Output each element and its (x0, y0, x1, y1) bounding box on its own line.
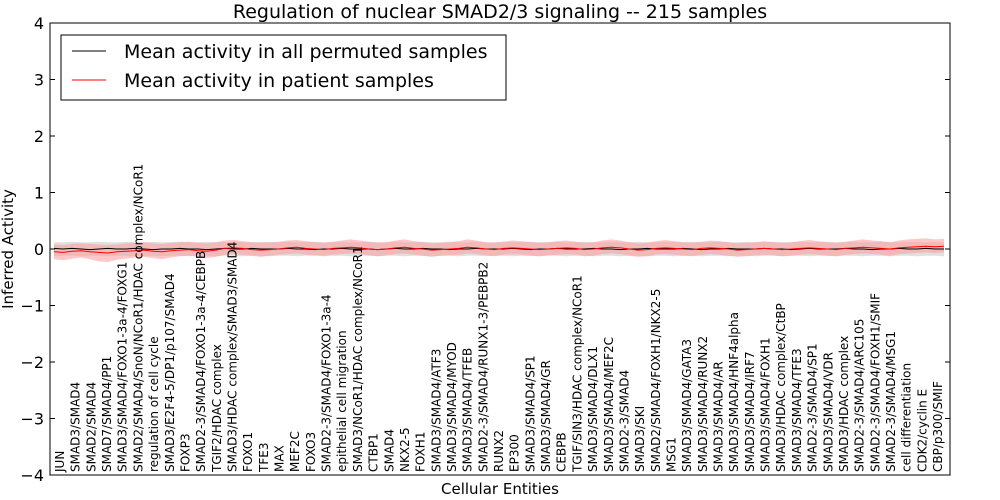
x-category-label: SMAD3/SMAD4/AR (712, 361, 726, 472)
x-category-label: SMAD3/SMAD4/MYOD (445, 342, 459, 472)
x-category-label: SMAD2/SMAD4 (84, 382, 98, 472)
x-category-label: SMAD3/SMAD4/TFE3 (790, 348, 804, 472)
x-category-label: FOXO3 (304, 432, 318, 472)
x-category-label: MAX (273, 445, 287, 472)
x-category-label: SMAD2-3/SMAD4/MSG1 (884, 331, 898, 472)
y-tick-label: 3 (34, 71, 44, 90)
x-axis-label: Cellular Entities (441, 480, 559, 498)
x-category-label: SMAD2-3/SMAD4/SP1 (806, 343, 820, 472)
x-category-label: FOXP3 (178, 433, 192, 472)
x-category-label: MSG1 (665, 437, 679, 472)
x-category-label: cell differentiation (900, 363, 914, 472)
x-category-label: SMAD3/SMAD4/IRF7 (743, 351, 757, 472)
x-category-label: JUN (53, 451, 67, 473)
x-category-label: SMAD3/E2F4-5/DP1/p107/SMAD4 (163, 273, 177, 472)
x-category-label: NKX2-5 (398, 427, 412, 472)
x-category-label: epithelial cell migration (335, 330, 349, 472)
x-category-label: SMAD3/SMAD4/TFEB (461, 348, 475, 472)
x-category-label: SMAD3/SMAD4/FOXO1-3a-4/FOXG1 (116, 262, 130, 472)
x-category-label: SMAD3/SMAD4/RUNX2 (696, 336, 710, 472)
x-category-label: SMAD3/HDAC complex/SMAD3/SMAD4 (226, 242, 240, 472)
x-category-label: SMAD3/SKI (633, 406, 647, 472)
y-tick-label: 1 (34, 184, 44, 203)
chart-title: Regulation of nuclear SMAD2/3 signaling … (233, 1, 767, 23)
x-category-label: SMAD2-3/SMAD4/FOXO1-3a-4/CEBPB (194, 251, 208, 472)
x-category-label: SMAD4 (382, 429, 396, 472)
x-category-label: regulation of cell cycle (147, 336, 161, 472)
x-category-label: SMAD2-3/SMAD4 (617, 370, 631, 472)
x-category-label: CBP/p300/SMIF (931, 381, 945, 472)
x-axis-category-labels: JUN SMAD3/SMAD4 SMAD2/SMAD4 SMAD7/SMAD4/PP1… (53, 164, 945, 473)
y-tick-label: −3 (20, 410, 44, 429)
x-category-label: CDK2/cyclin E (915, 389, 929, 472)
x-category-label: SMAD2/SMAD4/FOXH1/NKX2-5 (649, 289, 663, 472)
legend-box (60, 34, 507, 101)
x-category-label: SMAD3/SMAD4/SP1 (523, 355, 537, 472)
y-tick-label: −2 (20, 353, 44, 372)
y-tick-label: −1 (20, 297, 44, 316)
x-category-label: SMAD3/SMAD4/FOXH1 (759, 337, 773, 472)
x-category-label: SMAD7/SMAD4/PP1 (100, 356, 114, 472)
y-tick-label: 4 (34, 14, 44, 33)
y-axis: −4 −3 −2 −1 0 1 2 3 4 (20, 14, 950, 485)
x-category-label: SMAD2-3/SMAD4/RUNX1-3/PEBPB2 (476, 262, 490, 472)
legend-permuted-label: Mean activity in all permuted samples (124, 41, 487, 63)
x-category-label: SMAD3/SMAD4/GATA3 (680, 339, 694, 472)
x-category-label: SMAD2-3/SMAD4/FOXH1/SMIF (868, 293, 882, 472)
x-category-label: MEF2C (288, 431, 302, 472)
x-category-label: SMAD3/SMAD4/ATF3 (429, 349, 443, 472)
x-category-label: SMAD3/SMAD4/HNF4alpha (727, 312, 741, 472)
x-category-label: SMAD2-3/SMAD4/ARC105 (853, 319, 867, 472)
x-category-label: SMAD3/HDAC complex (837, 336, 851, 472)
x-category-label: TGIF/SIN3/HDAC complex/NCoR1 (570, 275, 584, 473)
x-category-label: TGIF2/HDAC complex (210, 344, 224, 473)
y-tick-label: 2 (34, 127, 44, 146)
patient-confidence-band (54, 238, 944, 262)
x-category-label: SMAD3/SMAD4/GR (539, 360, 553, 472)
y-tick-label: 0 (34, 240, 44, 259)
y-axis-label: Inferred Activity (0, 189, 17, 309)
x-category-label: SMAD3/SMAD4 (69, 382, 83, 472)
x-category-label: CTBP1 (367, 433, 381, 472)
legend-patient-label: Mean activity in patient samples (124, 70, 434, 92)
x-category-label: CEBPB (555, 432, 569, 472)
x-category-label: SMAD3/SMAD4/DLX1 (586, 346, 600, 472)
x-category-label: SMAD3/HDAC complex/CtBP (774, 303, 788, 472)
x-category-label: SMAD3/NCoR1/HDAC complex/NCoR1 (351, 246, 365, 472)
y-tick-label: −4 (20, 466, 44, 485)
x-category-label: SMAD2-3/SMAD4/FOXO1-3a-4 (320, 294, 334, 472)
x-category-label: FOXO1 (241, 432, 255, 472)
legend: Mean activity in all permuted samples Me… (60, 34, 507, 101)
x-category-label: EP300 (508, 434, 522, 472)
patient-mean-line (53, 245, 945, 254)
plot-area (53, 238, 945, 262)
x-category-label: RUNX2 (492, 430, 506, 472)
x-category-label: TFE3 (257, 443, 271, 473)
x-category-label: FOXH1 (414, 432, 428, 472)
x-category-label: SMAD2/SMAD4/SnoN/NCoR1/HDAC complex/NCoR… (131, 164, 145, 472)
x-category-label: SMAD3/SMAD4/MEF2C (602, 337, 616, 472)
x-category-label: SMAD3/SMAD4/VDR (821, 352, 835, 472)
